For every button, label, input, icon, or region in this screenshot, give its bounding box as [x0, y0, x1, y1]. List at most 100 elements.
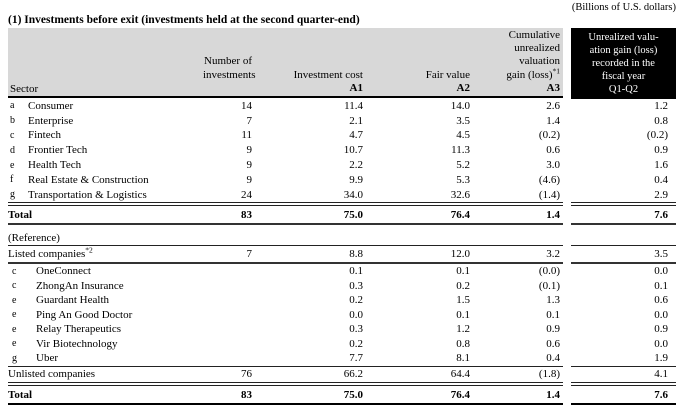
footnote-marker-1: *1 [552, 65, 561, 75]
fiscal-year-gain-value: 0.4 [654, 173, 668, 186]
table-body: a Consumer 14 11.4 14.0 2.6 1.2 b Enterprise 7 2.1… [8, 99, 679, 406]
column-gap [563, 337, 571, 352]
investment-cost-value: 75.0 [343, 208, 363, 221]
column-gap [563, 308, 571, 323]
fair-value-value: 11.3 [451, 144, 470, 157]
table-row: e Relay Therapeutics 0.3 1.2 0.9 0.9 [8, 322, 679, 337]
cumulative-gain-value: 1.3 [546, 294, 560, 307]
fair-value-value: 0.2 [456, 279, 470, 292]
row-main: (Reference) [8, 225, 563, 247]
row-main: c ZhongAn Insurance 0.3 0.2 (0.1) [8, 279, 563, 294]
table-row: g Uber 7.7 8.1 0.4 1.9 [8, 351, 679, 367]
investment-cost-value: 10.7 [343, 144, 363, 157]
total-name: Total [8, 389, 203, 401]
fiscal-year-gain-value: 0.0 [654, 308, 668, 321]
sector-name-text: Transportation & Logistics [28, 188, 147, 201]
row-main: Total 83 75.0 76.4 1.4 [8, 386, 563, 406]
col-header-sector: Sector [10, 83, 39, 95]
row-letter: a [10, 100, 15, 112]
investment-cost-value: 11.4 [344, 99, 363, 112]
table-row: e Vir Biotechnology 0.2 0.8 0.6 0.0 [8, 337, 679, 352]
fiscal-year-gain-value: 0.0 [654, 265, 668, 278]
row-main: Listed companies*2 7 8.8 12.0 3.2 [8, 246, 563, 265]
table-row: Listed companies*2 7 8.8 12.0 3.2 3.5 [8, 246, 679, 265]
fiscal-year-gain-value: 0.1 [654, 279, 668, 292]
listed-companies-name-text: Listed companies [8, 248, 86, 261]
row-letter: e [12, 323, 17, 335]
sector-name: Health Tech [26, 159, 203, 171]
unlisted-companies-name-text: Unlisted companies [8, 368, 96, 381]
number-of-investments-value: 9 [246, 144, 253, 157]
table-header-row: Sector Number of investments Investment … [8, 28, 679, 99]
reference-label: (Reference) [8, 231, 60, 244]
sector-name-text: Consumer [28, 99, 74, 112]
total-name: Total [8, 209, 203, 221]
table-header-main: Sector Number of investments Investment … [8, 28, 563, 98]
fiscal-year-gain-cell: 7.6 [571, 386, 676, 406]
fiscal-year-gain-value: 0.0 [654, 337, 668, 350]
col-header-fiscal-year-gain: Unrealized valu- ation gain (loss) recor… [571, 28, 676, 99]
table-row: e Ping An Good Doctor 0.0 0.1 0.1 0.0 [8, 308, 679, 323]
number-of-investments-value: 11 [241, 129, 252, 142]
unlisted-companies-name: Unlisted companies [8, 368, 203, 380]
fair-value-value: 8.1 [456, 352, 470, 365]
investment-cost-value: 2.2 [349, 159, 363, 172]
fiscal-year-gain-cell: 1.9 [571, 351, 676, 367]
fair-value-value: 64.4 [450, 368, 470, 381]
column-gap [563, 143, 571, 158]
company-name: Vir Biotechnology [26, 338, 203, 350]
table-row: f Real Estate & Construction 9 9.9 5.3 (4.6) 0… [8, 172, 679, 187]
fiscal-year-gain-cell: 0.0 [571, 337, 676, 352]
fiscal-year-gain-value: 0.9 [654, 144, 668, 157]
cumulative-gain-value: 0.6 [546, 144, 560, 157]
investment-cost-value: 34.0 [343, 188, 363, 201]
row-main: a Consumer 14 11.4 14.0 2.6 [8, 99, 563, 114]
company-name-text: OneConnect [36, 265, 91, 278]
cumulative-gain-value: (1.4) [538, 188, 560, 201]
sector-name: Frontier Tech [26, 144, 203, 156]
table-row: e Health Tech 9 2.2 5.2 3.0 1.6 [8, 158, 679, 173]
fiscal-year-gain-cell: 1.2 [571, 99, 676, 114]
company-name: Relay Therapeutics [26, 323, 203, 335]
fiscal-year-gain-cell: 0.0 [571, 264, 676, 279]
row-main: c Fintech 11 4.7 4.5 (0.2) [8, 128, 563, 143]
row-letter: c [12, 280, 17, 292]
col-header-fair-value: Fair value A2 [363, 69, 470, 96]
fiscal-year-gain-cell: (0.2) [571, 128, 676, 143]
sector-name: Fintech [26, 129, 203, 141]
company-name: Ping An Good Doctor [26, 309, 203, 321]
row-main: e Health Tech 9 2.2 5.2 3.0 [8, 158, 563, 173]
fiscal-year-gain-value: 4.1 [654, 368, 668, 381]
company-name-text: Guardant Health [36, 294, 109, 307]
fiscal-year-gain-cell: 0.8 [571, 113, 676, 128]
fair-value-value: 32.6 [450, 188, 470, 201]
fair-value-value: 76.4 [450, 388, 470, 401]
row-main: e Guardant Health 0.2 1.5 1.3 [8, 293, 563, 308]
fiscal-year-gain-cell: 1.6 [571, 158, 676, 173]
fiscal-year-gain-cell: 3.5 [571, 246, 676, 265]
total-name-text: Total [8, 388, 33, 401]
fiscal-year-gain-value: 0.9 [654, 323, 668, 336]
number-of-investments-value: 83 [241, 388, 252, 401]
cumulative-gain-value: (1.8) [538, 368, 560, 381]
row-main: g Transportation & Logistics 24 34.0 32.6 (1.… [8, 187, 563, 207]
investment-cost-value: 8.8 [349, 248, 363, 261]
col-header-cumulative-gain: Cumulative unrealized valuation gain (lo… [470, 29, 563, 96]
investment-cost-value: 7.7 [349, 352, 363, 365]
fiscal-year-gain-value: 3.5 [654, 248, 668, 261]
column-gap [563, 206, 571, 225]
cumulative-gain-value: (0.0) [538, 265, 560, 278]
sector-name: Real Estate & Construction [26, 174, 203, 186]
fiscal-year-gain-value: (0.2) [646, 129, 668, 142]
column-gap [563, 172, 571, 187]
sector-name-text: Health Tech [28, 159, 82, 172]
investment-cost-value: 0.0 [349, 308, 363, 321]
fair-value-value: 1.2 [456, 323, 470, 336]
fiscal-year-gain-value: 0.8 [654, 114, 668, 127]
fair-value-value: 0.8 [456, 337, 470, 350]
fiscal-year-gain-cell: 0.0 [571, 308, 676, 323]
cumulative-gain-value: 3.0 [546, 159, 560, 172]
column-gap [563, 279, 571, 294]
company-name-text: Relay Therapeutics [36, 323, 122, 336]
